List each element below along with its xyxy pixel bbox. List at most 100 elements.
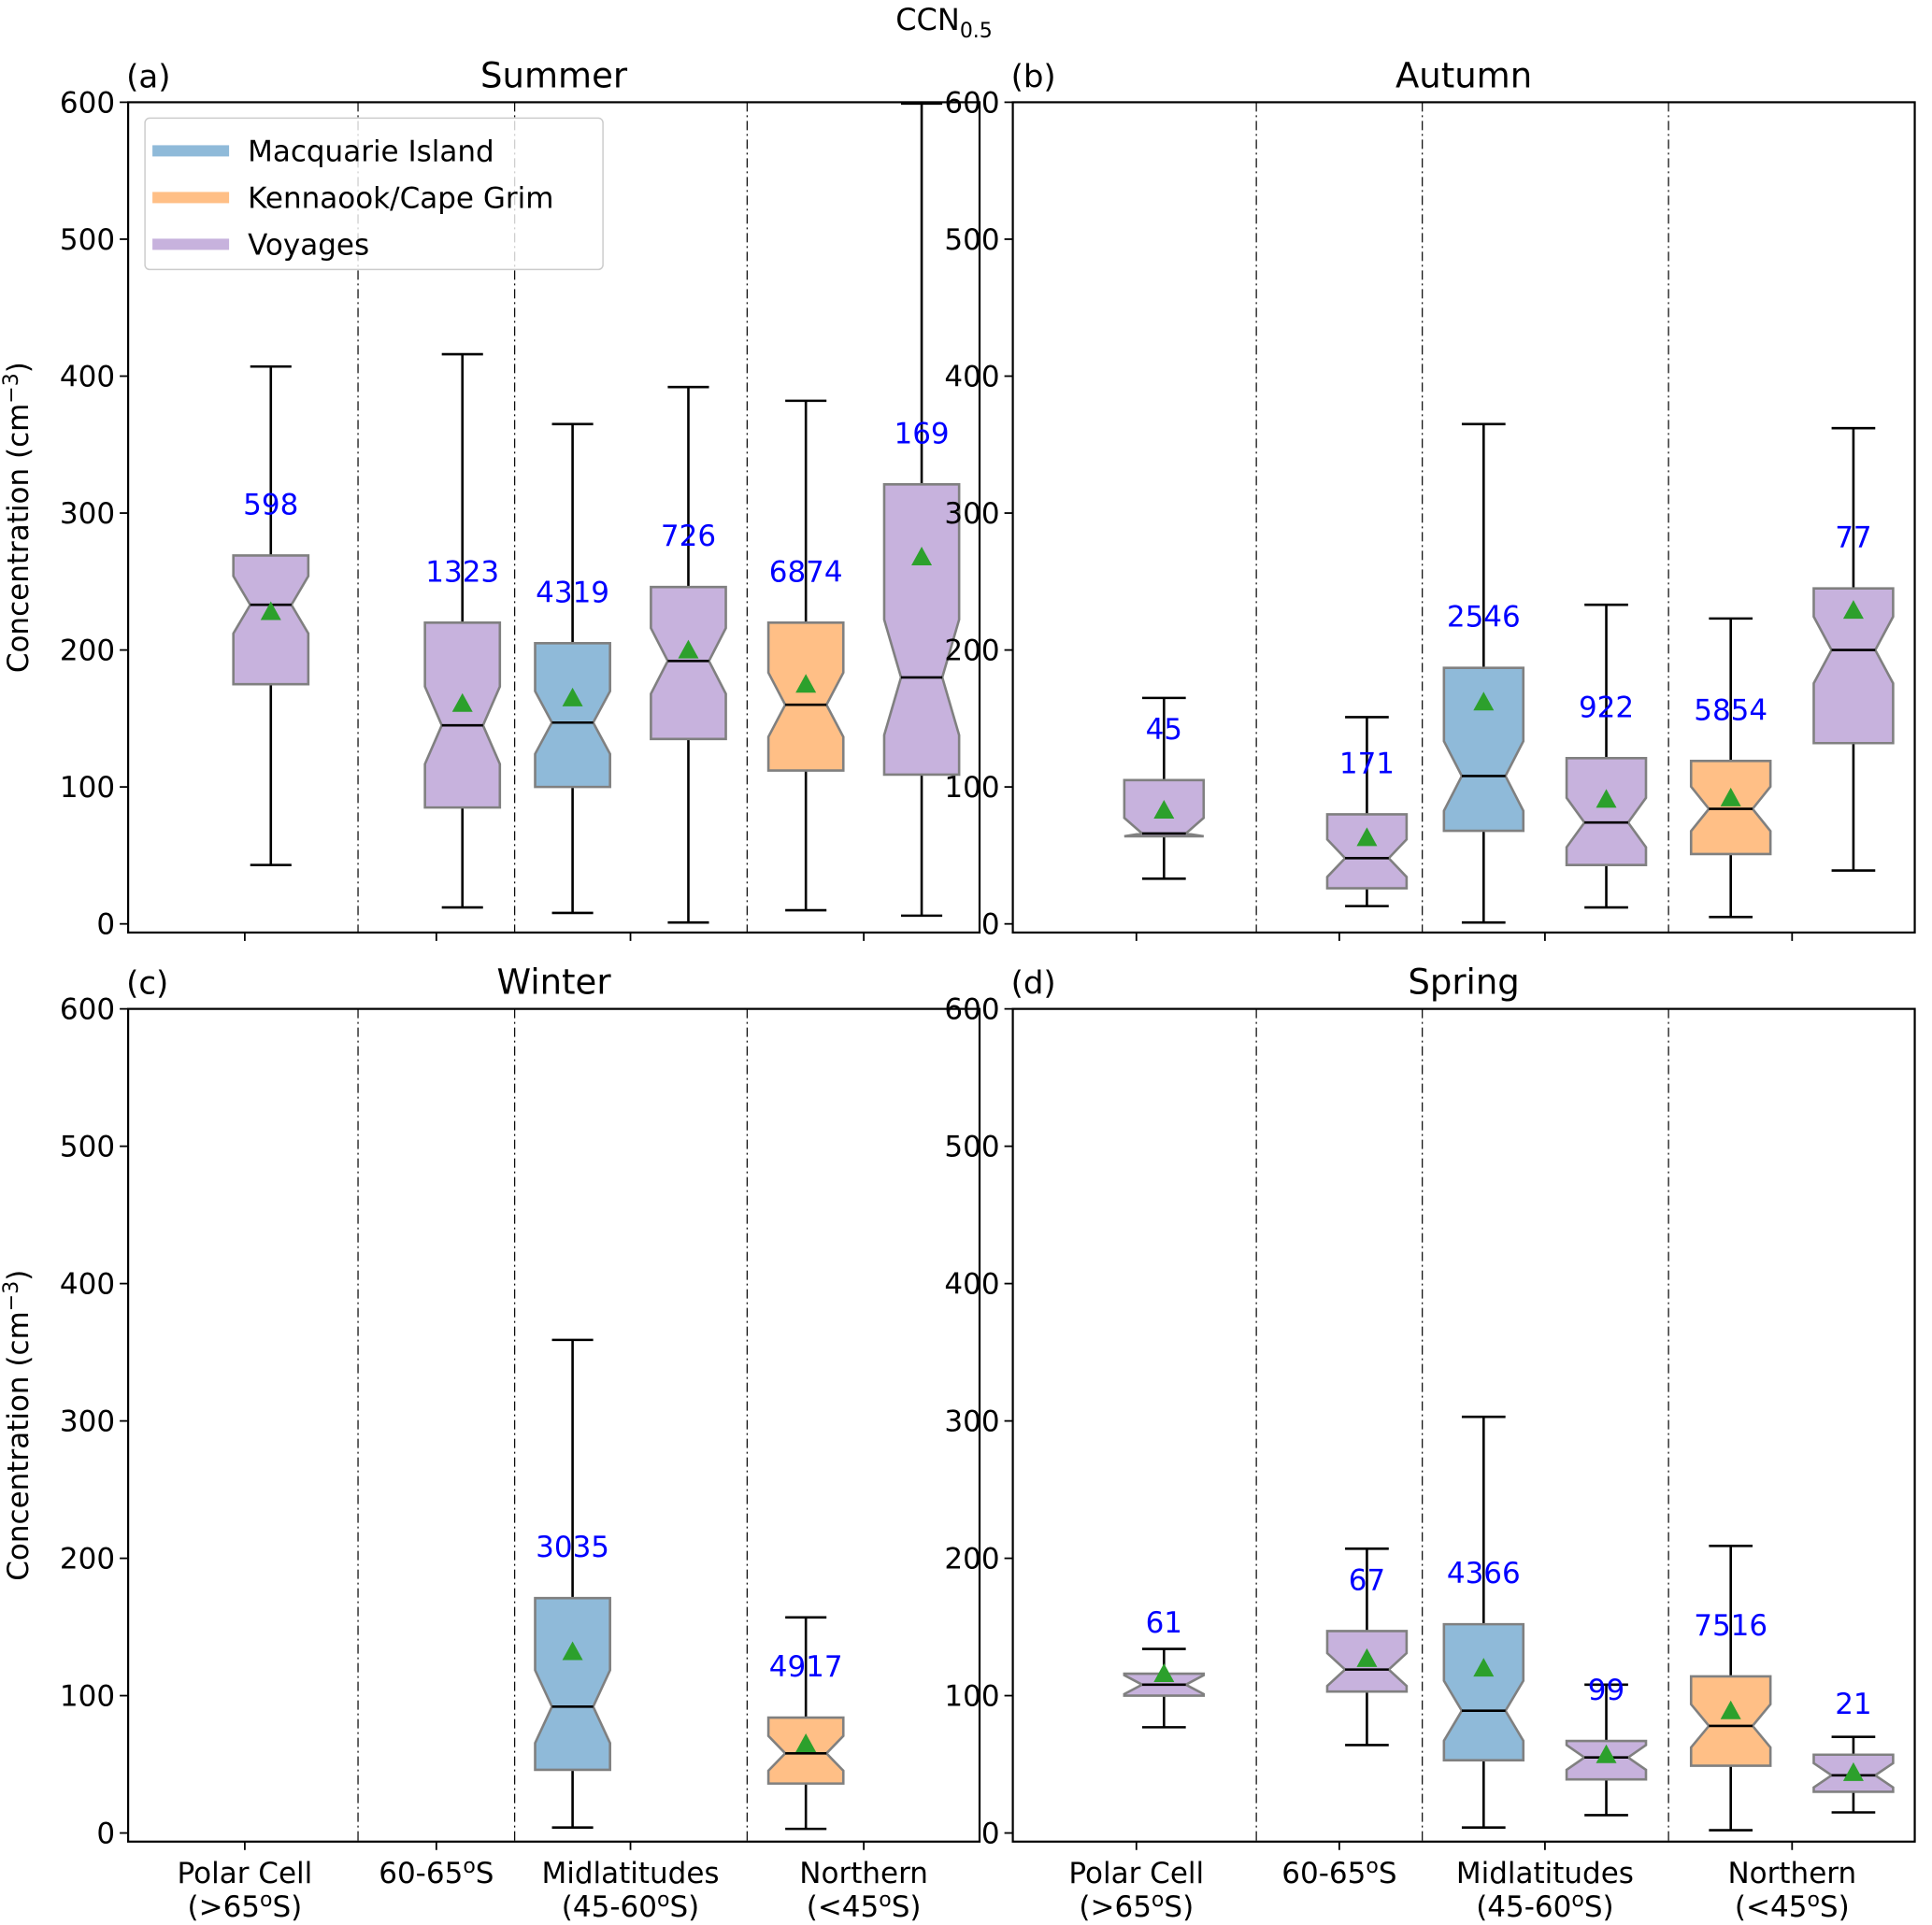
mean-marker (451, 692, 473, 712)
sample-count-label: 598 (243, 488, 298, 521)
sample-count-label: 6874 (769, 555, 843, 589)
panel-label: (b) (1011, 58, 1056, 95)
y-tick-label: 0 (981, 1818, 1000, 1851)
panel-title: Spring (1408, 962, 1519, 1003)
legend-label: Kennaook/Cape Grim (248, 181, 553, 215)
box-body (1689, 759, 1772, 856)
panel-label: (c) (126, 965, 168, 1003)
sample-count-label: 67 (1349, 1563, 1385, 1597)
y-tick-label: 600 (60, 993, 115, 1027)
mean-marker (1596, 789, 1617, 808)
y-tick-label: 0 (981, 908, 1000, 942)
plot-frame (126, 1007, 981, 1843)
panel-title: Winter (497, 962, 612, 1003)
mean-marker (562, 687, 583, 706)
box-macquarie-island: 4319 (534, 422, 611, 915)
y-tick-label: 400 (944, 361, 999, 394)
sample-count-label: 77 (1835, 521, 1871, 555)
box-macquarie-island: 2546 (1442, 422, 1525, 924)
legend-label: Macquarie Island (248, 135, 494, 168)
mean-marker (678, 639, 699, 659)
box-body (650, 585, 727, 741)
mean-marker (795, 674, 817, 693)
box-body (534, 1596, 611, 1772)
sample-count-label: 61 (1146, 1606, 1182, 1640)
sample-count-label: 922 (1579, 691, 1634, 724)
y-tick-label: 400 (944, 1268, 999, 1302)
panel-title: Summer (480, 55, 628, 95)
legend: Macquarie Island Kennaook/Cape Grim Voyage… (144, 117, 604, 271)
box-kennaook-cape-grim: 7516 (1689, 1545, 1772, 1832)
box-body (1812, 587, 1895, 745)
box-body (882, 482, 961, 777)
box-body (1442, 1622, 1525, 1761)
box-body (534, 641, 611, 789)
x-tick-label-line2: (45-60oS) (562, 1889, 699, 1924)
box-voyages: 169 (882, 102, 961, 918)
mean-marker (1356, 1647, 1378, 1667)
mean-marker (1473, 692, 1495, 711)
box-voyages: 598 (232, 364, 310, 866)
panel-autumn: 0 100 200 300 400 500 600 (b) Autumn 45 171 2546 922… (944, 55, 1916, 942)
box-voyages: 99 (1565, 1674, 1648, 1817)
box-body (1565, 757, 1648, 866)
mean-marker (1473, 1658, 1495, 1677)
sample-count-label: 4917 (769, 1650, 843, 1684)
mean-marker (795, 1733, 817, 1753)
y-axis-label: Concentration (cm−3) (0, 362, 36, 673)
sample-count-label: 3035 (536, 1531, 609, 1564)
legend-swatch (152, 145, 230, 157)
sample-count-label: 4366 (1447, 1557, 1521, 1590)
mean-marker (1356, 827, 1378, 847)
legend-swatch (152, 192, 230, 204)
sample-count-label: 21 (1835, 1688, 1871, 1721)
box-body (1442, 666, 1525, 833)
box-kennaook-cape-grim: 5854 (1689, 617, 1772, 919)
y-tick-label: 0 (96, 1818, 115, 1851)
y-tick-label: 600 (944, 86, 999, 120)
x-tick-label-line1: Northern (1727, 1857, 1856, 1890)
x-tick-label-line2: (<45oS) (807, 1889, 922, 1924)
box-voyages: 1323 (423, 352, 502, 909)
box-voyages: 77 (1812, 426, 1895, 872)
panel-label: (d) (1011, 965, 1056, 1003)
mean-marker (1720, 787, 1741, 806)
sample-count-label: 4319 (536, 576, 609, 609)
x-tick-label-line2: (<45oS) (1735, 1889, 1850, 1924)
y-tick-label: 200 (60, 1543, 115, 1576)
plot-frame (126, 101, 981, 934)
y-tick-label: 300 (60, 497, 115, 531)
y-tick-label: 0 (96, 908, 115, 942)
sample-count-label: 45 (1146, 713, 1182, 747)
x-tick-label-line1: Northern (799, 1857, 928, 1890)
y-tick-label: 400 (60, 361, 115, 394)
x-tick-label-line1: Polar Cell (178, 1857, 313, 1890)
mean-marker (1153, 800, 1175, 820)
box-macquarie-island: 4366 (1442, 1415, 1525, 1829)
x-tick-label-line2: (45-60oS) (1476, 1889, 1613, 1924)
sample-count-label: 7516 (1694, 1609, 1767, 1643)
y-tick-label: 100 (944, 771, 999, 805)
y-tick-label: 200 (944, 1543, 999, 1576)
sample-count-label: 2546 (1447, 601, 1521, 635)
box-voyages: 21 (1812, 1688, 1895, 1814)
plot-frame (1011, 101, 1916, 934)
mean-marker (1153, 1663, 1175, 1683)
y-tick-label: 500 (944, 1131, 999, 1164)
y-tick-label: 500 (944, 223, 999, 257)
sample-count-label: 5854 (1694, 693, 1767, 727)
x-tick-label-line1: Midlatitudes (1456, 1857, 1634, 1890)
mean-marker (260, 601, 281, 620)
mean-marker (911, 546, 933, 565)
y-tick-label: 600 (944, 993, 999, 1027)
y-tick-label: 500 (60, 223, 115, 257)
box-kennaook-cape-grim: 4917 (766, 1616, 845, 1831)
y-tick-label: 300 (944, 1405, 999, 1439)
y-tick-label: 100 (60, 771, 115, 805)
box-voyages: 61 (1123, 1606, 1206, 1729)
panel-summer: 0 100 200 300 400 500 600 (a) Summer Concentratio… (0, 55, 981, 942)
y-tick-label: 300 (60, 1405, 115, 1439)
y-tick-label: 400 (60, 1268, 115, 1302)
panel-winter: 0 100 200 300 400 500 600 Polar Cell(>65oS) 60-6… (0, 962, 981, 1924)
mean-marker (1720, 1700, 1741, 1719)
